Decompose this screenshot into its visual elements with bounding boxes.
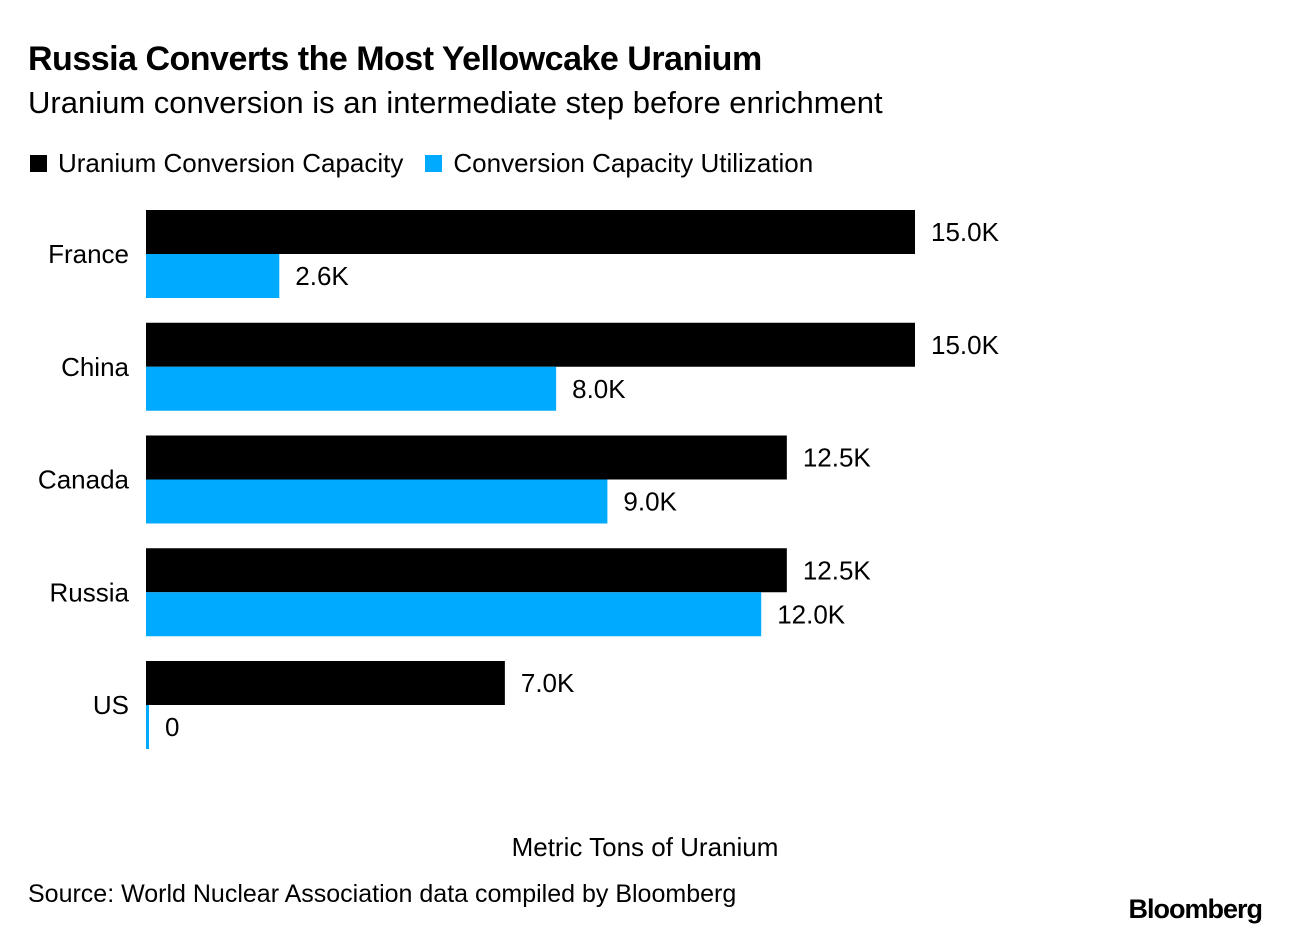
legend-item-utilization: Conversion Capacity Utilization bbox=[425, 148, 813, 179]
category-label-russia: Russia bbox=[50, 577, 130, 607]
data-label-capacity-france: 15.0K bbox=[931, 217, 1000, 247]
data-label-utilization-france: 2.6K bbox=[295, 261, 349, 291]
category-label-france: France bbox=[48, 239, 129, 269]
bar-utilization-canada bbox=[146, 479, 608, 524]
legend-item-capacity: Uranium Conversion Capacity bbox=[30, 148, 403, 179]
chart-title: Russia Converts the Most Yellowcake Uran… bbox=[28, 40, 762, 78]
data-label-utilization-russia: 12.0K bbox=[777, 599, 846, 629]
bar-capacity-france bbox=[146, 210, 915, 254]
category-label-us: US bbox=[93, 690, 129, 720]
bar-utilization-russia bbox=[146, 592, 762, 637]
category-label-canada: Canada bbox=[38, 465, 130, 495]
bar-capacity-russia bbox=[146, 548, 787, 593]
chart-subtitle: Uranium conversion is an intermediate st… bbox=[28, 85, 883, 120]
legend-label-utilization: Conversion Capacity Utilization bbox=[453, 147, 814, 178]
data-label-utilization-china: 8.0K bbox=[572, 374, 626, 404]
data-label-utilization-canada: 9.0K bbox=[623, 487, 677, 517]
data-label-capacity-russia: 12.5K bbox=[803, 555, 872, 585]
bar-capacity-china bbox=[146, 322, 915, 367]
category-label-china: China bbox=[61, 352, 129, 382]
bar-utilization-france bbox=[146, 254, 280, 298]
legend-swatch-capacity bbox=[30, 154, 47, 172]
data-label-capacity-us: 7.0K bbox=[521, 668, 575, 698]
legend: Uranium Conversion Capacity Conversion C… bbox=[30, 146, 835, 180]
bar-capacity-us bbox=[146, 661, 505, 705]
legend-swatch-utilization bbox=[425, 154, 443, 172]
source-note: Source: World Nuclear Association data c… bbox=[28, 880, 737, 908]
x-axis-label: Metric Tons of Uranium bbox=[511, 832, 779, 862]
legend-label-capacity: Uranium Conversion Capacity bbox=[58, 147, 404, 178]
bar-utilization-china bbox=[146, 366, 557, 411]
bar-utilization-us bbox=[146, 705, 149, 749]
bar-capacity-canada bbox=[146, 435, 787, 480]
data-label-utilization-us: 0 bbox=[165, 712, 179, 742]
bloomberg-logo: Bloomberg bbox=[1128, 894, 1263, 924]
data-label-capacity-china: 15.0K bbox=[931, 330, 1000, 360]
data-label-capacity-canada: 12.5K bbox=[803, 443, 872, 473]
